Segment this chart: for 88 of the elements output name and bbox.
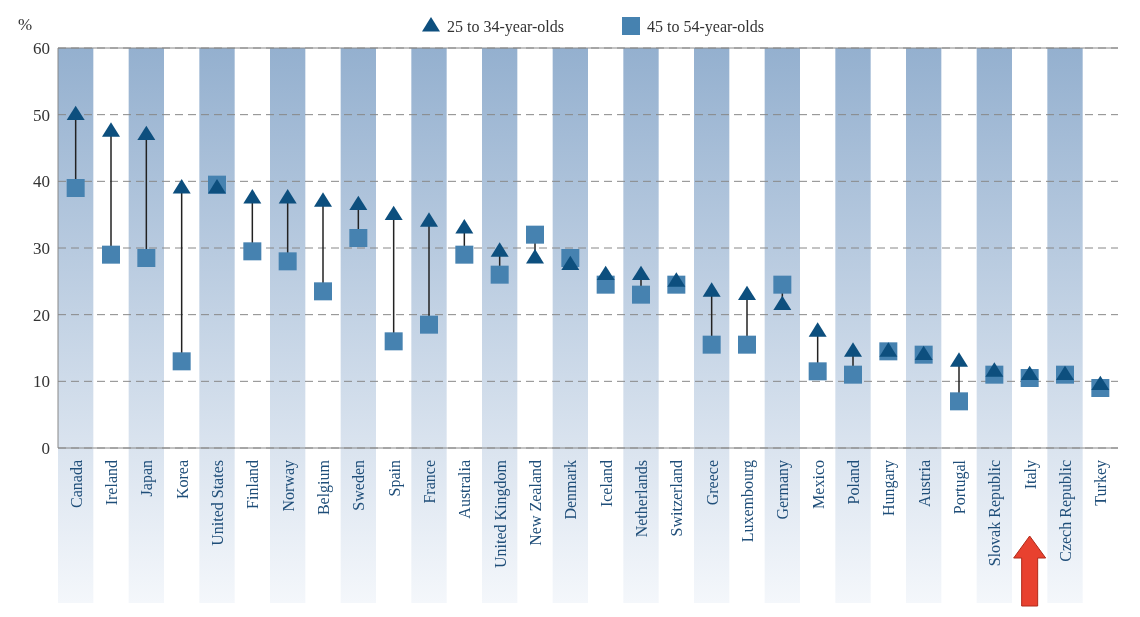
x-tick-label: United States [209, 460, 226, 546]
point [102, 122, 120, 137]
x-tick-label: Sweden [350, 460, 368, 511]
point [384, 205, 403, 221]
x-tick-label: Luxembourg [739, 460, 757, 543]
point [314, 192, 332, 207]
legend-label: 45 to 54-year-olds [647, 17, 764, 36]
y-tick-label: 10 [33, 372, 50, 392]
x-tick-label: Portugal [951, 459, 969, 515]
point [526, 249, 544, 264]
point [102, 245, 120, 264]
point [208, 179, 226, 194]
point [985, 362, 1004, 377]
x-tick-label: Canada [67, 460, 85, 508]
point [526, 225, 544, 244]
point [879, 342, 898, 357]
point [278, 189, 297, 204]
x-tick-label: Germany [774, 460, 793, 520]
point [490, 265, 509, 284]
point [702, 335, 721, 354]
point [243, 189, 262, 204]
y-tick-label: 0 [41, 438, 50, 458]
x-tick-label: France [421, 460, 438, 504]
x-tick-label: Poland [845, 460, 862, 505]
point [950, 392, 968, 411]
x-tick-label: Czech Republic [1057, 460, 1075, 562]
x-tick-label: Switzerland [668, 460, 686, 537]
x-tick-label: Australia [456, 460, 474, 519]
x-tick-label: Turkey [1092, 460, 1111, 506]
y-tick-label: 20 [33, 305, 50, 325]
x-tick-label: Korea [173, 460, 191, 500]
x-tick-label: Belgium [315, 459, 333, 516]
point [808, 362, 827, 381]
x-tick-label: Italy [1021, 460, 1040, 490]
x-tick-label: Netherlands [633, 460, 650, 538]
point [172, 179, 191, 194]
x-tick-label: United Kingdom [491, 459, 510, 568]
x-tick-label: Iceland [597, 460, 615, 508]
point [950, 352, 968, 367]
point [278, 252, 297, 271]
point [561, 255, 580, 271]
y-tick-label: 40 [33, 172, 50, 192]
x-tick-label: Finland [244, 460, 262, 509]
y-tick-label: 50 [33, 105, 50, 125]
x-tick-label: Ireland [103, 460, 120, 506]
point [596, 265, 615, 281]
point [490, 242, 509, 257]
point [66, 179, 85, 197]
x-tick-label: Mexico [809, 460, 827, 509]
x-tick-label: New Zealand [527, 460, 544, 546]
point [702, 282, 721, 297]
x-tick-label: Austria [915, 460, 933, 508]
point [1020, 365, 1039, 381]
point [384, 332, 403, 351]
point [137, 249, 156, 267]
point [808, 322, 827, 337]
point [773, 295, 792, 311]
point [455, 219, 474, 234]
x-tick-label: Slovak Republic [986, 460, 1005, 567]
point [420, 212, 438, 227]
x-tick-label: Norway [279, 460, 298, 512]
point [172, 352, 191, 371]
point [1091, 375, 1110, 391]
point [667, 272, 686, 287]
point [632, 265, 650, 281]
point [137, 125, 156, 141]
y-tick-label: 30 [33, 238, 50, 258]
point [632, 285, 650, 304]
x-tick-label: Denmark [562, 460, 580, 520]
point [738, 335, 756, 354]
point [844, 365, 862, 384]
x-tick-label: Greece [703, 460, 721, 506]
y-tick-label: 60 [33, 38, 50, 58]
point [420, 315, 438, 334]
point [349, 229, 368, 247]
point [844, 342, 862, 357]
point [738, 285, 756, 301]
legend-label: 25 to 34-year-olds [447, 17, 564, 36]
x-tick-label: Spain [385, 460, 404, 497]
x-tick-label: Japan [138, 460, 157, 497]
y-axis-title: % [18, 15, 33, 34]
point [314, 282, 332, 301]
point [455, 245, 474, 264]
point [66, 105, 85, 121]
point [773, 275, 792, 294]
point [349, 195, 368, 211]
point [243, 242, 262, 261]
x-tick-label: Hungary [880, 460, 899, 516]
